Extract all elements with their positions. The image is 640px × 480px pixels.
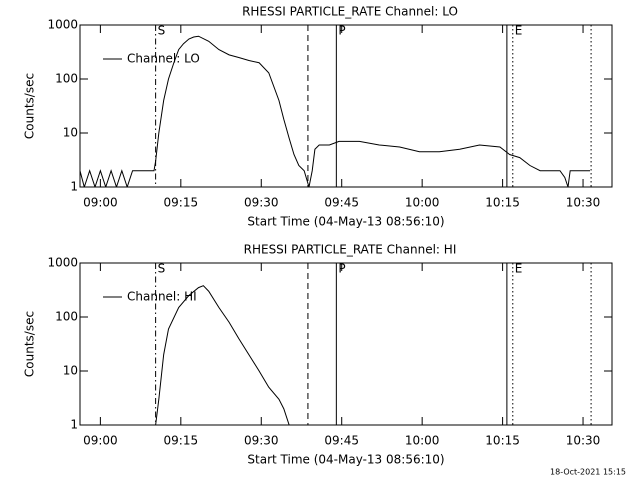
y-tick-label: 1 bbox=[70, 180, 78, 194]
x-tick-label: 09:45 bbox=[324, 434, 359, 448]
x-tick-label: 09:30 bbox=[244, 434, 279, 448]
y-tick-label: 100 bbox=[55, 72, 78, 86]
marker-label: S bbox=[158, 262, 166, 276]
plot-frame bbox=[79, 262, 613, 426]
chart-title: RHESSI PARTICLE_RATE Channel: LO bbox=[242, 5, 458, 19]
y-tick-label: 1000 bbox=[47, 256, 78, 270]
plot-frame bbox=[79, 24, 613, 188]
x-tick-label: 09:00 bbox=[83, 196, 118, 210]
y-axis-label: Counts/sec bbox=[23, 73, 37, 139]
legend-label: Channel: LO bbox=[127, 52, 200, 66]
marker-label: S bbox=[158, 24, 166, 38]
x-tick-label: 09:30 bbox=[244, 196, 279, 210]
x-tick-label: 09:00 bbox=[83, 434, 118, 448]
footer: 18-Oct-2021 15:15 bbox=[550, 468, 626, 477]
y-tick-label: 10 bbox=[63, 364, 78, 378]
x-tick-label: 09:15 bbox=[164, 434, 199, 448]
x-tick-label: 10:30 bbox=[566, 434, 601, 448]
legend-label: Channel: HI bbox=[127, 290, 197, 304]
x-tick-label: 09:45 bbox=[324, 196, 359, 210]
x-tick-label: 10:30 bbox=[566, 196, 601, 210]
x-tick-label: 09:15 bbox=[164, 196, 199, 210]
x-axis-label: Start Time (04-May-13 08:56:10) bbox=[247, 453, 444, 467]
x-tick-label: 10:15 bbox=[485, 196, 520, 210]
y-axis-label: Counts/sec bbox=[23, 311, 37, 377]
x-tick-label: 10:00 bbox=[405, 434, 440, 448]
data-line bbox=[80, 35, 591, 187]
x-tick-label: 10:00 bbox=[405, 196, 440, 210]
y-tick-label: 10 bbox=[63, 126, 78, 140]
y-tick-label: 1 bbox=[70, 418, 78, 432]
chart-title: RHESSI PARTICLE_RATE Channel: HI bbox=[244, 243, 457, 257]
x-axis-label: Start Time (04-May-13 08:56:10) bbox=[247, 215, 444, 229]
y-tick-label: 100 bbox=[55, 310, 78, 324]
marker-label: E bbox=[515, 262, 523, 276]
marker-label: E bbox=[515, 24, 523, 38]
data-line bbox=[155, 285, 290, 425]
y-tick-label: 1000 bbox=[47, 18, 78, 32]
x-tick-label: 10:15 bbox=[485, 434, 520, 448]
